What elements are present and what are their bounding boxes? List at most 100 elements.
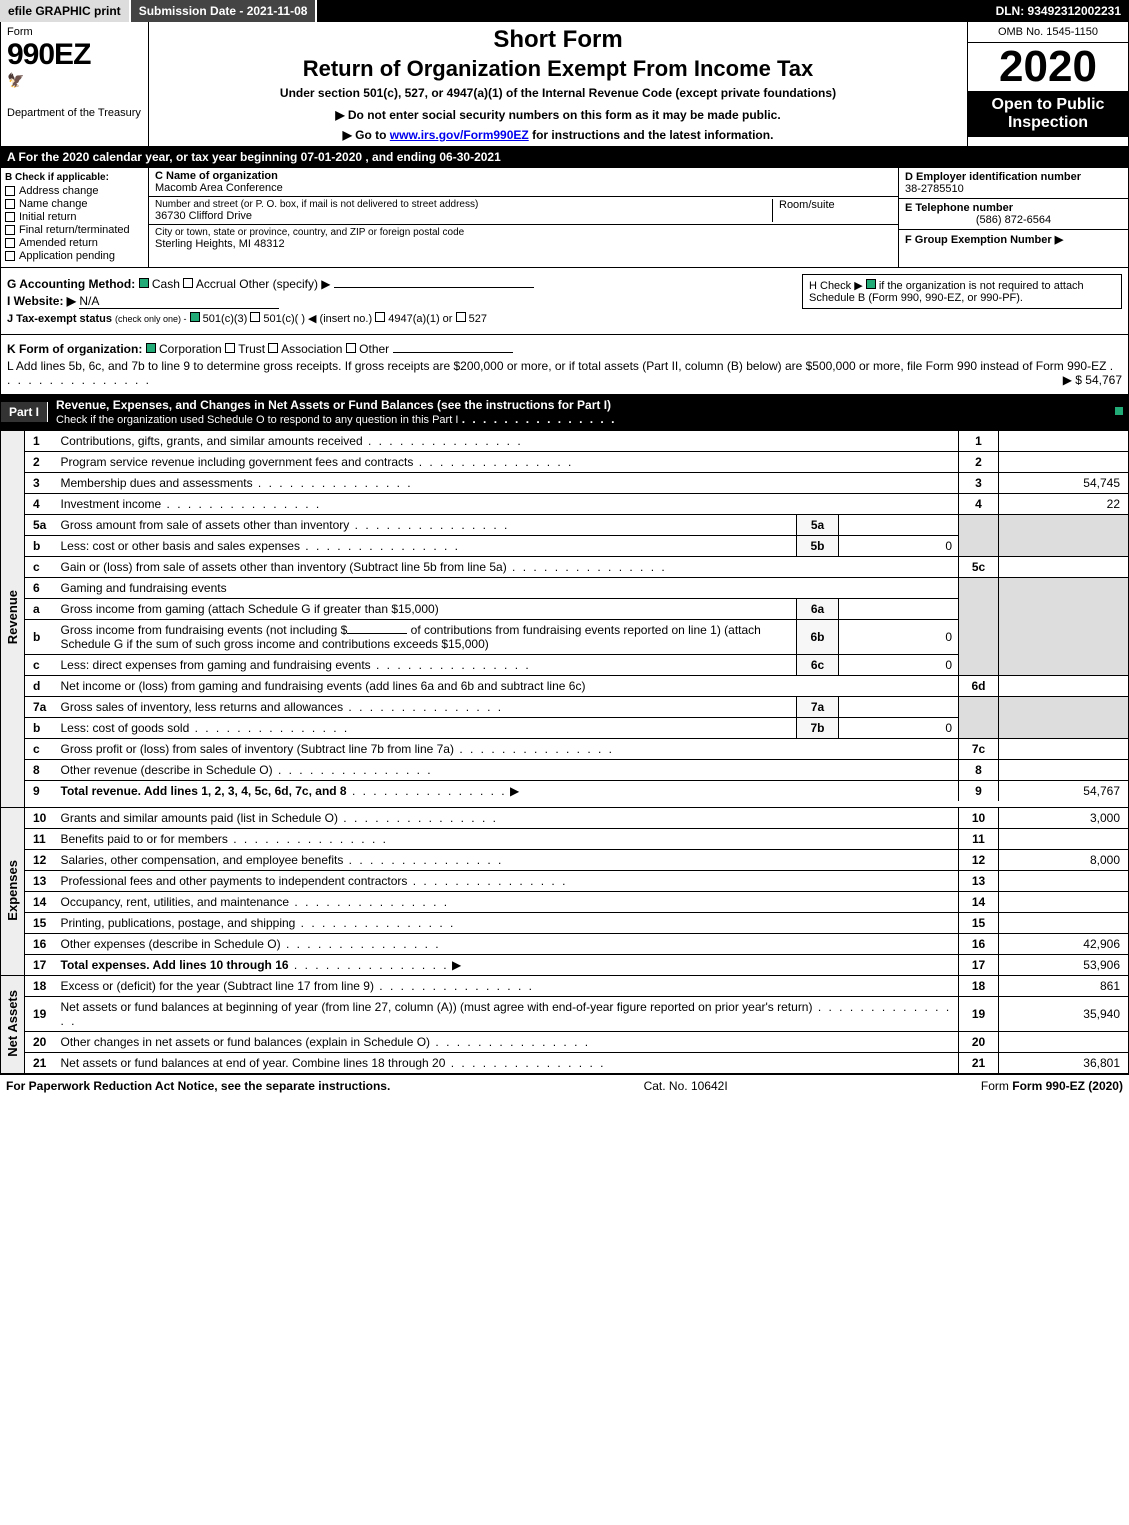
- info-grid: B Check if applicable: Address change Na…: [0, 168, 1129, 268]
- checkbox-other-org[interactable]: [346, 343, 356, 353]
- open-to-public: Open to Public Inspection: [968, 92, 1128, 137]
- line-num: 9: [25, 781, 57, 802]
- line-rt-num: 8: [959, 760, 999, 781]
- expenses-label-text: Expenses: [5, 852, 20, 929]
- checkbox-checked-icon[interactable]: [866, 279, 876, 289]
- check-initial-return[interactable]: Initial return: [5, 211, 144, 223]
- irs-link[interactable]: www.irs.gov/Form990EZ: [390, 128, 529, 142]
- chk-label: Initial return: [19, 211, 76, 223]
- line-num: 2: [25, 452, 57, 473]
- checkbox-cash[interactable]: [139, 278, 149, 288]
- line-desc: Gross sales of inventory, less returns a…: [57, 697, 797, 718]
- line-value: [999, 557, 1129, 578]
- checkbox-4947[interactable]: [375, 312, 385, 322]
- checkbox-501c3[interactable]: [190, 312, 200, 322]
- line-rt-num: 21: [959, 1053, 999, 1074]
- line-desc: Less: cost of goods sold: [57, 718, 797, 739]
- line-value: [999, 1032, 1129, 1053]
- g-label: G Accounting Method:: [7, 277, 135, 291]
- line-rt-num: 20: [959, 1032, 999, 1053]
- check-name-change[interactable]: Name change: [5, 198, 144, 210]
- schedule-o-check[interactable]: [1110, 402, 1128, 422]
- line-desc: Contributions, gifts, grants, and simila…: [57, 431, 959, 452]
- h-label: H Check ▶: [809, 280, 863, 292]
- table-row: Net Assets 18 Excess or (deficit) for th…: [1, 976, 1129, 997]
- j-opt: 501(c)( ) ◀ (insert no.): [263, 313, 372, 325]
- other-org-line: [393, 352, 513, 353]
- line-desc: Printing, publications, postage, and shi…: [57, 913, 959, 934]
- check-application-pending[interactable]: Application pending: [5, 250, 144, 262]
- dln: DLN: 93492312002231: [988, 0, 1129, 22]
- line-desc: Membership dues and assessments: [57, 473, 959, 494]
- section-b-label: B Check if applicable:: [5, 172, 144, 183]
- section-e: E Telephone number (586) 872-6564: [899, 199, 1128, 230]
- line-desc: Grants and similar amounts paid (list in…: [57, 808, 959, 829]
- table-row: 7a Gross sales of inventory, less return…: [1, 697, 1129, 718]
- line-num: 1: [25, 431, 57, 452]
- street-label: Number and street (or P. O. box, if mail…: [155, 199, 772, 210]
- table-row: 5a Gross amount from sale of assets othe…: [1, 515, 1129, 536]
- table-row: d Net income or (loss) from gaming and f…: [1, 676, 1129, 697]
- checkbox-trust[interactable]: [225, 343, 235, 353]
- line-value: 54,767: [999, 781, 1129, 802]
- table-row: 16 Other expenses (describe in Schedule …: [1, 934, 1129, 955]
- k-label: K Form of organization:: [7, 342, 142, 356]
- line-desc: Less: cost or other basis and sales expe…: [57, 536, 797, 557]
- tax-year: 2020: [968, 43, 1128, 92]
- line-num: c: [25, 739, 57, 760]
- sub-value: [839, 599, 959, 620]
- line-rt-num: 6d: [959, 676, 999, 697]
- table-row: 17 Total expenses. Add lines 10 through …: [1, 955, 1129, 976]
- efile-print-button[interactable]: efile GRAPHIC print: [0, 0, 131, 22]
- chk-label: Application pending: [19, 250, 115, 262]
- ein-value: 38-2785510: [905, 183, 1122, 195]
- section-d: D Employer identification number 38-2785…: [899, 168, 1128, 199]
- checkbox-association[interactable]: [268, 343, 278, 353]
- checkbox-icon: [5, 186, 15, 196]
- revenue-label-text: Revenue: [5, 582, 20, 652]
- shaded-cell: [999, 515, 1129, 557]
- line-desc: Net assets or fund balances at end of ye…: [57, 1053, 959, 1074]
- section-b: B Check if applicable: Address change Na…: [1, 168, 149, 267]
- section-h: H Check ▶ if the organization is not req…: [802, 274, 1122, 309]
- city-value: Sterling Heights, MI 48312: [155, 238, 892, 250]
- line-desc: Other revenue (describe in Schedule O): [57, 760, 959, 781]
- line-num: 17: [25, 955, 57, 976]
- line-rt-num: 3: [959, 473, 999, 494]
- checkbox-501c[interactable]: [250, 312, 260, 322]
- arrow-icon: ▶: [452, 958, 461, 972]
- checkbox-accrual[interactable]: [183, 278, 193, 288]
- sub-num: 7b: [797, 718, 839, 739]
- line-rt-num: 13: [959, 871, 999, 892]
- sub-value: [839, 515, 959, 536]
- line-num: 21: [25, 1053, 57, 1074]
- k-opt: Corporation: [159, 342, 222, 356]
- checkbox-527[interactable]: [456, 312, 466, 322]
- check-address-change[interactable]: Address change: [5, 185, 144, 197]
- check-amended-return[interactable]: Amended return: [5, 237, 144, 249]
- checkbox-corporation[interactable]: [146, 343, 156, 353]
- section-l: L Add lines 5b, 6c, and 7b to line 9 to …: [7, 359, 1122, 387]
- expenses-side-label: Expenses: [1, 808, 25, 976]
- line-num: 4: [25, 494, 57, 515]
- table-row: 11 Benefits paid to or for members 11: [1, 829, 1129, 850]
- g-other: Other (specify) ▶: [239, 277, 330, 291]
- part-1-table: Revenue 1 Contributions, gifts, grants, …: [0, 430, 1129, 1074]
- checkbox-icon: [5, 199, 15, 209]
- line-desc: Professional fees and other payments to …: [57, 871, 959, 892]
- sub-num: 6a: [797, 599, 839, 620]
- l-text: L Add lines 5b, 6c, and 7b to line 9 to …: [7, 359, 1106, 373]
- checkbox-checked-icon: [1114, 406, 1124, 416]
- line-num: 12: [25, 850, 57, 871]
- sections-g-h-i-j: H Check ▶ if the organization is not req…: [0, 268, 1129, 335]
- header-mid: Short Form Return of Organization Exempt…: [149, 22, 968, 146]
- table-row: 4 Investment income 4 22: [1, 494, 1129, 515]
- line-desc: Gross profit or (loss) from sales of inv…: [57, 739, 959, 760]
- check-final-return[interactable]: Final return/terminated: [5, 224, 144, 236]
- line-value: 8,000: [999, 850, 1129, 871]
- line-value: [999, 829, 1129, 850]
- table-row: Revenue 1 Contributions, gifts, grants, …: [1, 431, 1129, 452]
- line-value: [999, 676, 1129, 697]
- line-num: 11: [25, 829, 57, 850]
- period-bar: A For the 2020 calendar year, or tax yea…: [0, 147, 1129, 168]
